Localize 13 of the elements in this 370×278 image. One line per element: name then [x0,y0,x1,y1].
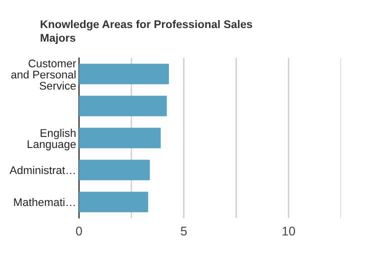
y-tick-label: Mathemati… [14,198,75,206]
y-tick-label: Customer and Personal Service [11,60,76,90]
x-tick-label: 5 [180,226,187,236]
chart-title: Knowledge Areas for Professional Sales Majors [40,20,252,44]
bar [79,128,161,148]
x-tick-label: 0 [76,226,82,236]
bar [79,96,167,116]
bar [79,160,150,180]
x-tick-label: 10 [282,226,296,236]
y-tick-label: Administrat… [10,166,75,174]
bar [79,192,148,212]
y-tick-label: English Language [28,128,76,150]
bar [79,64,169,84]
